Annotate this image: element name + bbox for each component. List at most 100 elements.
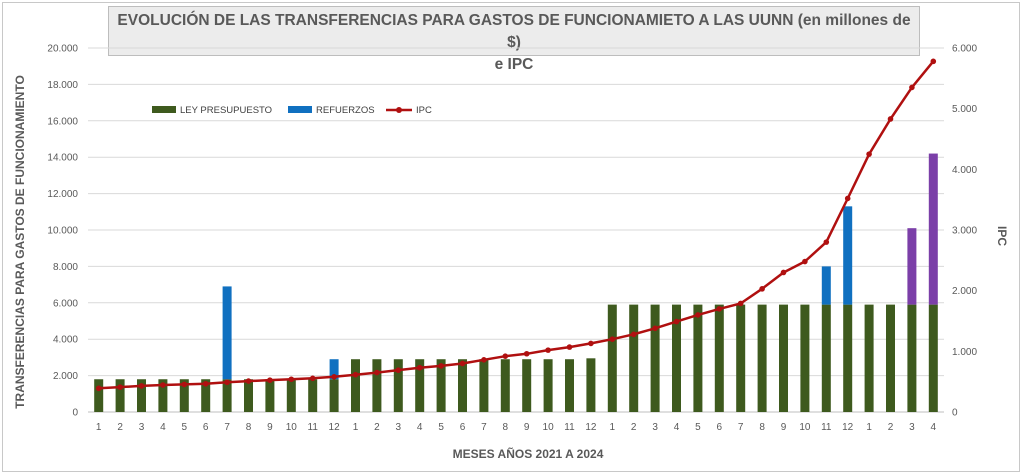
- x-tick-label: 12: [842, 422, 854, 433]
- y-tick-label: 0: [72, 408, 78, 419]
- y2-tick-label: 4.000: [952, 165, 977, 176]
- y2-tick-label: 3.000: [952, 226, 977, 237]
- legend-label-ley: LEY PRESUPUESTO: [180, 105, 272, 116]
- ipc-point: [652, 325, 658, 332]
- ipc-point: [160, 382, 166, 388]
- ipc-point: [759, 286, 765, 292]
- y2-axis-title: IPC: [995, 226, 1009, 246]
- y-tick-label: 16.000: [47, 116, 78, 127]
- ipc-point: [866, 151, 872, 157]
- bar-ley-presupuesto: [393, 359, 403, 412]
- ipc-point: [374, 369, 380, 376]
- x-tick-label: 5: [438, 422, 444, 433]
- y2-tick-label: 6.000: [952, 44, 977, 55]
- bar-ley-presupuesto: [565, 359, 574, 412]
- chart-title-line-1: EVOLUCIÓN DE LAS TRANSFERENCIAS PARA GAS…: [117, 12, 911, 51]
- bar-ley-presupuesto: [201, 379, 211, 412]
- ipc-point: [502, 353, 509, 359]
- bar-ley-presupuesto: [779, 304, 788, 412]
- y2-axis-ticks: 0 1.000 2.000 3.000 4.000 5.000 6.000: [952, 44, 977, 419]
- bar-ley-presupuesto: [714, 304, 724, 412]
- x-tick-label: 9: [267, 422, 273, 433]
- bar-ley-presupuesto: [222, 379, 232, 412]
- y-tick-label: 8.000: [53, 262, 78, 273]
- legend: LEY PRESUPUESTO REFUERZOS IPC: [152, 105, 432, 116]
- x-tick-label: 12: [329, 422, 341, 433]
- y-tick-label: 6.000: [53, 298, 78, 309]
- bar-ley-presupuesto: [115, 379, 125, 412]
- x-tick-label: 11: [564, 422, 575, 433]
- ipc-point: [887, 116, 894, 122]
- ipc-point: [802, 258, 808, 265]
- bar-ley-presupuesto: [864, 304, 874, 412]
- grid: [88, 47, 944, 413]
- bar-ley-presupuesto: [522, 359, 532, 412]
- ipc-point: [202, 380, 209, 387]
- x-tick-label: 10: [543, 422, 555, 433]
- x-tick-label: 1: [866, 422, 872, 433]
- ipc-point: [481, 357, 487, 363]
- x-tick-label: 10: [799, 422, 811, 433]
- x-tick-label: 4: [160, 422, 166, 433]
- bar-ley-presupuesto: [629, 304, 639, 412]
- bar-refuerzos: [329, 359, 339, 380]
- bar-ley-presupuesto: [693, 304, 703, 412]
- bar-ley-presupuesto: [244, 379, 253, 412]
- x-tick-label: 1: [353, 422, 359, 433]
- ipc-point: [181, 381, 188, 388]
- y-axis-title: TRANSFERENCIAS PARA GASTOS DE FUNCIONAMI…: [13, 75, 27, 409]
- y2-tick-label: 1.000: [952, 347, 977, 358]
- ipc-point: [909, 84, 915, 91]
- bar-ley-presupuesto: [543, 359, 553, 412]
- x-tick-label: 6: [203, 422, 209, 433]
- x-tick-label: 1: [610, 422, 616, 433]
- ipc-point: [245, 378, 252, 384]
- bar-ley-presupuesto: [265, 379, 275, 412]
- y-tick-label: 2.000: [53, 371, 78, 382]
- x-axis-ticks: 1 2 3 4 5 6 7 8 9 10 11 12 1 2 3 4 5 6 7 8 9 10 11 12 1 2 3 4 5 6 7 8 9 1…: [96, 422, 937, 433]
- bar-ley-presupuesto: [800, 304, 810, 412]
- legend-swatch-ley: [152, 106, 176, 113]
- bar-ley-presupuesto: [500, 359, 510, 412]
- legend-marker-ipc: [396, 107, 402, 113]
- ipc-point: [117, 384, 123, 390]
- bar-ley-presupuesto: [886, 304, 895, 412]
- bar-ley-presupuesto: [308, 379, 318, 412]
- bar-ley-presupuesto: [821, 304, 831, 412]
- x-tick-label: 2: [117, 422, 123, 433]
- bar-ley-presupuesto: [479, 359, 489, 412]
- y-tick-label: 20.000: [47, 44, 78, 55]
- bar-ley-presupuesto: [372, 359, 382, 412]
- y-tick-label: 12.000: [47, 189, 78, 200]
- x-tick-label: 4: [931, 422, 937, 433]
- ipc-point: [95, 385, 102, 392]
- bar-ley-presupuesto: [757, 304, 767, 412]
- legend-label-refuerzos: REFUERZOS: [316, 105, 375, 116]
- ipc-point: [309, 375, 316, 382]
- x-axis-title: MESES AÑOS 2021 A 2024: [453, 446, 604, 461]
- y-tick-label: 18.000: [47, 80, 78, 91]
- bar-ley-presupuesto: [158, 379, 168, 412]
- x-tick-label: 8: [503, 422, 509, 433]
- bar-ley-presupuesto: [94, 379, 104, 412]
- x-tick-label: 12: [585, 422, 597, 433]
- ipc-point: [438, 363, 444, 369]
- ipc-point: [844, 195, 851, 202]
- x-tick-label: 3: [909, 422, 915, 433]
- y2-tick-label: 0: [952, 408, 958, 419]
- ipc-point: [823, 239, 830, 245]
- bar-refuerzos: [821, 266, 831, 305]
- x-tick-label: 11: [821, 422, 832, 433]
- ipc-line: [95, 58, 937, 392]
- bar-ley-presupuesto: [137, 379, 146, 412]
- ipc-point: [331, 374, 337, 380]
- ipc-point: [224, 379, 230, 386]
- ipc-point: [545, 347, 551, 353]
- bar-ley-presupuesto: [672, 304, 681, 412]
- ipc-point: [523, 350, 530, 357]
- bar-refuerzos: [843, 206, 853, 305]
- bars: [94, 153, 938, 412]
- bar-ley-presupuesto: [179, 379, 189, 412]
- x-tick-label: 3: [396, 422, 402, 433]
